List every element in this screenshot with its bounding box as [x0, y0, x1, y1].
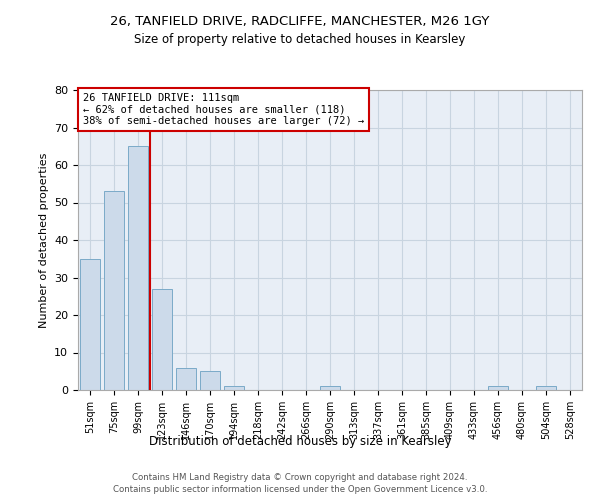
- Bar: [224, 386, 244, 390]
- Text: Size of property relative to detached houses in Kearsley: Size of property relative to detached ho…: [134, 32, 466, 46]
- Bar: [320, 386, 340, 390]
- Bar: [80, 259, 100, 390]
- Bar: [128, 146, 148, 390]
- Text: 26 TANFIELD DRIVE: 111sqm
← 62% of detached houses are smaller (118)
38% of semi: 26 TANFIELD DRIVE: 111sqm ← 62% of detac…: [83, 93, 364, 126]
- Bar: [488, 386, 508, 390]
- Text: Contains public sector information licensed under the Open Government Licence v3: Contains public sector information licen…: [113, 485, 487, 494]
- Bar: [176, 368, 196, 390]
- Bar: [104, 191, 124, 390]
- Text: Distribution of detached houses by size in Kearsley: Distribution of detached houses by size …: [149, 435, 451, 448]
- Text: 26, TANFIELD DRIVE, RADCLIFFE, MANCHESTER, M26 1GY: 26, TANFIELD DRIVE, RADCLIFFE, MANCHESTE…: [110, 15, 490, 28]
- Bar: [536, 386, 556, 390]
- Bar: [152, 289, 172, 390]
- Bar: [200, 371, 220, 390]
- Text: Contains HM Land Registry data © Crown copyright and database right 2024.: Contains HM Land Registry data © Crown c…: [132, 472, 468, 482]
- Y-axis label: Number of detached properties: Number of detached properties: [38, 152, 49, 328]
